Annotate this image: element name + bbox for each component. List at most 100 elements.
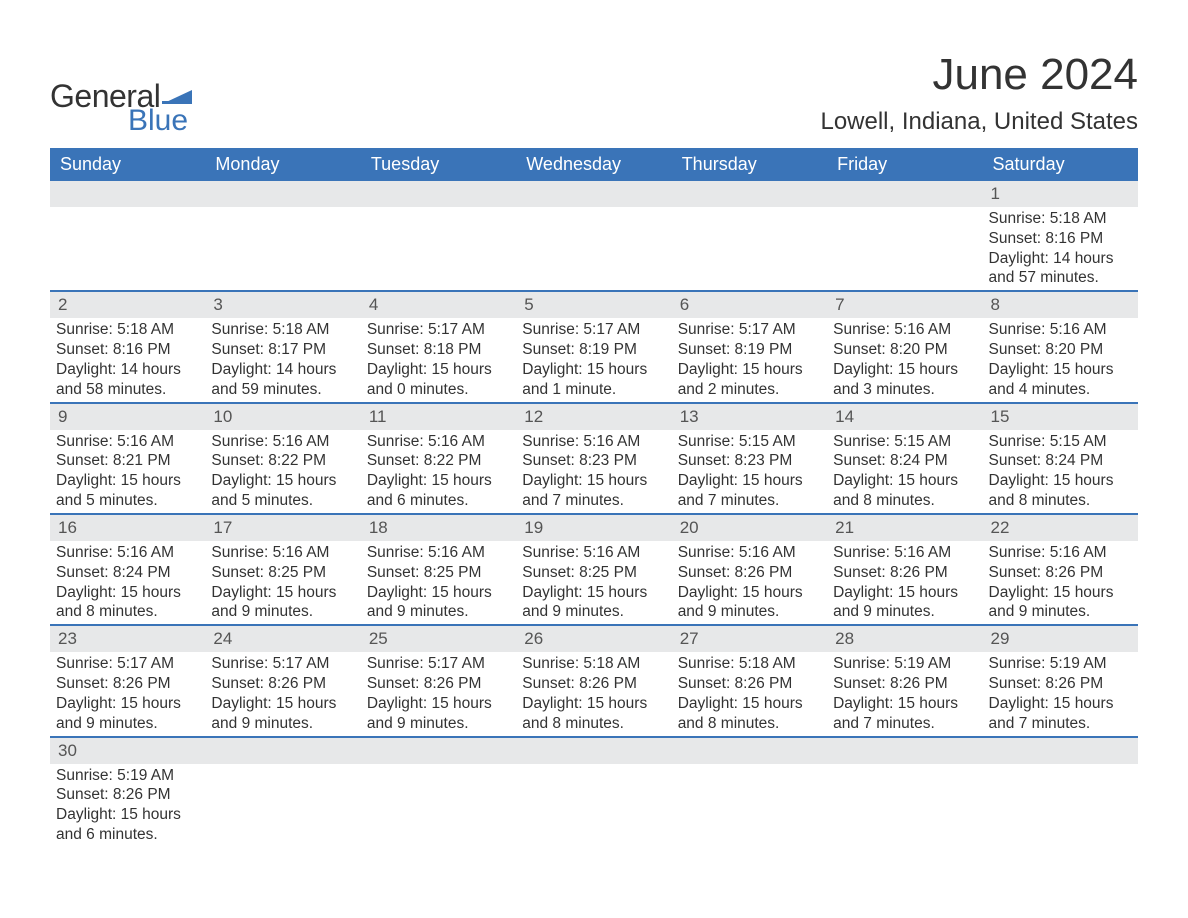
day-cell: Sunrise: 5:16 AMSunset: 8:22 PMDaylight:… bbox=[361, 430, 516, 513]
day-number: 26 bbox=[516, 626, 671, 652]
sunset-text: Sunset: 8:25 PM bbox=[211, 563, 354, 583]
sunrise-text: Sunrise: 5:16 AM bbox=[211, 543, 354, 563]
weekday-header-row: Sunday Monday Tuesday Wednesday Thursday… bbox=[50, 148, 1138, 181]
sunrise-text: Sunrise: 5:18 AM bbox=[211, 320, 354, 340]
sunrise-text: Sunrise: 5:19 AM bbox=[989, 654, 1132, 674]
day-cell: Sunrise: 5:18 AMSunset: 8:16 PMDaylight:… bbox=[983, 207, 1138, 290]
day-number: 7 bbox=[827, 292, 982, 318]
brand-logo: General Blue bbox=[50, 80, 192, 136]
day-cell bbox=[516, 207, 671, 290]
day-number bbox=[827, 738, 982, 764]
sunset-text: Sunset: 8:24 PM bbox=[833, 451, 976, 471]
daylight-text: Daylight: 15 hours and 7 minutes. bbox=[833, 694, 976, 734]
day-number: 13 bbox=[672, 404, 827, 430]
daylight-text: Daylight: 15 hours and 6 minutes. bbox=[56, 805, 199, 845]
day-number: 22 bbox=[983, 515, 1138, 541]
day-cell: Sunrise: 5:16 AMSunset: 8:24 PMDaylight:… bbox=[50, 541, 205, 624]
sunset-text: Sunset: 8:23 PM bbox=[678, 451, 821, 471]
day-cell: Sunrise: 5:18 AMSunset: 8:26 PMDaylight:… bbox=[516, 652, 671, 735]
sunrise-text: Sunrise: 5:16 AM bbox=[56, 432, 199, 452]
day-number: 11 bbox=[361, 404, 516, 430]
sunrise-text: Sunrise: 5:16 AM bbox=[522, 543, 665, 563]
day-cell: Sunrise: 5:16 AMSunset: 8:22 PMDaylight:… bbox=[205, 430, 360, 513]
daylight-text: Daylight: 15 hours and 8 minutes. bbox=[989, 471, 1132, 511]
day-number: 16 bbox=[50, 515, 205, 541]
daylight-text: Daylight: 15 hours and 1 minute. bbox=[522, 360, 665, 400]
day-number: 15 bbox=[983, 404, 1138, 430]
sunset-text: Sunset: 8:23 PM bbox=[522, 451, 665, 471]
day-number bbox=[361, 738, 516, 764]
sunset-text: Sunset: 8:26 PM bbox=[56, 785, 199, 805]
daylight-text: Daylight: 15 hours and 7 minutes. bbox=[678, 471, 821, 511]
sunrise-text: Sunrise: 5:19 AM bbox=[56, 766, 199, 786]
daylight-text: Daylight: 15 hours and 5 minutes. bbox=[211, 471, 354, 511]
sunrise-text: Sunrise: 5:18 AM bbox=[989, 209, 1132, 229]
daylight-text: Daylight: 15 hours and 9 minutes. bbox=[522, 583, 665, 623]
day-cell: Sunrise: 5:16 AMSunset: 8:20 PMDaylight:… bbox=[827, 318, 982, 401]
day-cell: Sunrise: 5:16 AMSunset: 8:26 PMDaylight:… bbox=[983, 541, 1138, 624]
day-number bbox=[827, 181, 982, 207]
sunrise-text: Sunrise: 5:16 AM bbox=[367, 432, 510, 452]
sunset-text: Sunset: 8:24 PM bbox=[989, 451, 1132, 471]
day-number bbox=[516, 738, 671, 764]
sunrise-text: Sunrise: 5:16 AM bbox=[367, 543, 510, 563]
page-header: General Blue June 2024 Lowell, Indiana, … bbox=[50, 50, 1138, 136]
day-cell: Sunrise: 5:18 AMSunset: 8:17 PMDaylight:… bbox=[205, 318, 360, 401]
day-number: 25 bbox=[361, 626, 516, 652]
day-body-row: Sunrise: 5:18 AMSunset: 8:16 PMDaylight:… bbox=[50, 207, 1138, 290]
day-number: 8 bbox=[983, 292, 1138, 318]
sunrise-text: Sunrise: 5:16 AM bbox=[678, 543, 821, 563]
day-number: 9 bbox=[50, 404, 205, 430]
day-number: 27 bbox=[672, 626, 827, 652]
day-cell: Sunrise: 5:16 AMSunset: 8:20 PMDaylight:… bbox=[983, 318, 1138, 401]
daylight-text: Daylight: 15 hours and 8 minutes. bbox=[678, 694, 821, 734]
sunrise-text: Sunrise: 5:16 AM bbox=[833, 543, 976, 563]
sunrise-text: Sunrise: 5:17 AM bbox=[367, 654, 510, 674]
day-cell: Sunrise: 5:16 AMSunset: 8:25 PMDaylight:… bbox=[361, 541, 516, 624]
day-number: 20 bbox=[672, 515, 827, 541]
daylight-text: Daylight: 15 hours and 9 minutes. bbox=[989, 583, 1132, 623]
daynum-strip: 30 bbox=[50, 738, 1138, 764]
day-cell: Sunrise: 5:15 AMSunset: 8:23 PMDaylight:… bbox=[672, 430, 827, 513]
day-number: 12 bbox=[516, 404, 671, 430]
title-block: June 2024 Lowell, Indiana, United States bbox=[820, 50, 1138, 136]
sunset-text: Sunset: 8:24 PM bbox=[56, 563, 199, 583]
sunrise-text: Sunrise: 5:16 AM bbox=[989, 320, 1132, 340]
daylight-text: Daylight: 15 hours and 2 minutes. bbox=[678, 360, 821, 400]
day-number bbox=[672, 738, 827, 764]
calendar: Sunday Monday Tuesday Wednesday Thursday… bbox=[50, 148, 1138, 847]
daynum-strip: 23242526272829 bbox=[50, 626, 1138, 652]
day-number: 14 bbox=[827, 404, 982, 430]
day-number: 3 bbox=[205, 292, 360, 318]
day-cell: Sunrise: 5:16 AMSunset: 8:26 PMDaylight:… bbox=[672, 541, 827, 624]
sunset-text: Sunset: 8:19 PM bbox=[678, 340, 821, 360]
daylight-text: Daylight: 15 hours and 4 minutes. bbox=[989, 360, 1132, 400]
weekday-header: Sunday bbox=[50, 148, 205, 181]
day-cell: Sunrise: 5:19 AMSunset: 8:26 PMDaylight:… bbox=[827, 652, 982, 735]
day-cell: Sunrise: 5:19 AMSunset: 8:26 PMDaylight:… bbox=[50, 764, 205, 847]
sunrise-text: Sunrise: 5:15 AM bbox=[833, 432, 976, 452]
day-cell: Sunrise: 5:17 AMSunset: 8:26 PMDaylight:… bbox=[50, 652, 205, 735]
day-cell: Sunrise: 5:15 AMSunset: 8:24 PMDaylight:… bbox=[827, 430, 982, 513]
day-number: 10 bbox=[205, 404, 360, 430]
month-title: June 2024 bbox=[820, 50, 1138, 100]
daylight-text: Daylight: 15 hours and 7 minutes. bbox=[522, 471, 665, 511]
day-cell: Sunrise: 5:16 AMSunset: 8:25 PMDaylight:… bbox=[205, 541, 360, 624]
day-body-row: Sunrise: 5:16 AM Sunset: 8:24 PM Daylight:… bbox=[50, 541, 1138, 624]
daylight-text: Daylight: 15 hours and 9 minutes. bbox=[367, 583, 510, 623]
sunset-text: Sunset: 8:26 PM bbox=[989, 563, 1132, 583]
daynum-strip: 16171819202122 bbox=[50, 515, 1138, 541]
daylight-text: Daylight: 15 hours and 6 minutes. bbox=[367, 471, 510, 511]
sunset-text: Sunset: 8:26 PM bbox=[211, 674, 354, 694]
day-number: 2 bbox=[50, 292, 205, 318]
daynum-strip: 1 bbox=[50, 181, 1138, 207]
daynum-strip: 2345678 bbox=[50, 292, 1138, 318]
daylight-text: Daylight: 15 hours and 9 minutes. bbox=[211, 583, 354, 623]
location: Lowell, Indiana, United States bbox=[820, 108, 1138, 136]
daylight-text: Daylight: 15 hours and 5 minutes. bbox=[56, 471, 199, 511]
daylight-text: Daylight: 15 hours and 9 minutes. bbox=[56, 694, 199, 734]
day-number bbox=[516, 181, 671, 207]
day-number: 1 bbox=[983, 181, 1138, 207]
day-cell: Sunrise: 5:18 AMSunset: 8:26 PMDaylight:… bbox=[672, 652, 827, 735]
sunrise-text: Sunrise: 5:18 AM bbox=[678, 654, 821, 674]
